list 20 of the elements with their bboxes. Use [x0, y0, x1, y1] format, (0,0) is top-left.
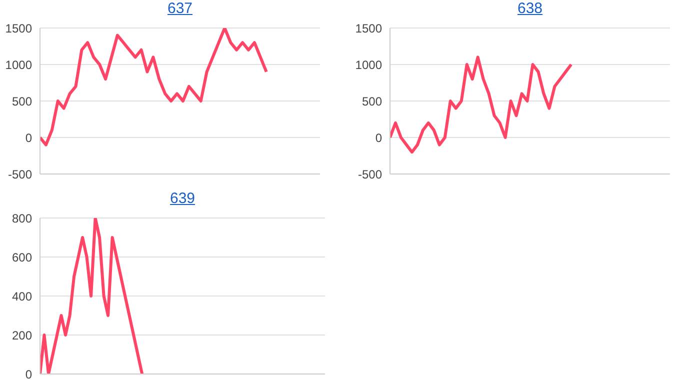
y-tick-label: 600	[12, 250, 32, 264]
y-tick-label: 800	[12, 211, 32, 226]
y-tick-label: 0	[25, 367, 32, 382]
y-tick-label: -500	[8, 167, 32, 182]
y-tick-label: 500	[362, 94, 382, 108]
y-tick-label: 1500	[355, 21, 382, 36]
y-tick-label: 1000	[355, 58, 382, 72]
y-tick-label: 200	[12, 328, 32, 342]
y-tick-label: 0	[25, 130, 32, 145]
chart-title: 638	[516, 0, 544, 17]
y-tick-label: 1000	[5, 58, 32, 72]
chart-title: 639	[168, 190, 196, 207]
line-series	[390, 56, 573, 154]
y-tick-label: 500	[12, 94, 32, 108]
chart-title: 637	[166, 0, 194, 17]
y-tick-label: 0	[375, 130, 382, 145]
y-tick-label: 400	[12, 289, 32, 304]
line-series	[40, 28, 268, 146]
y-tick-label: 1500	[5, 21, 32, 36]
y-tick-label: -500	[358, 167, 382, 182]
